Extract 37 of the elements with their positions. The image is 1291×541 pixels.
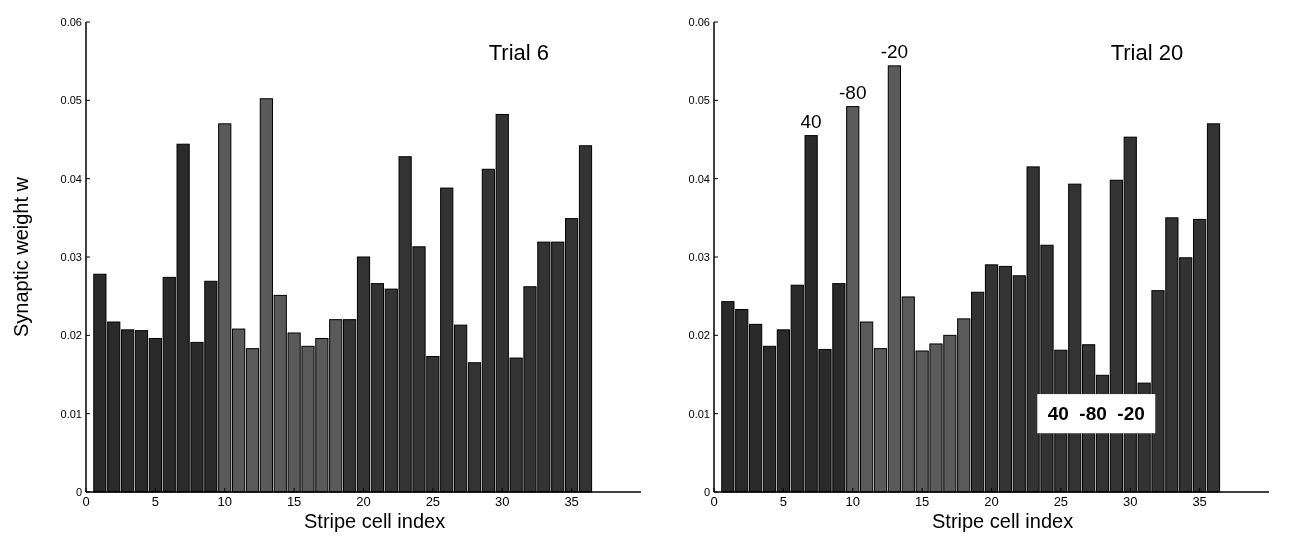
text: Trial 6: [488, 40, 550, 65]
x-tick-label: 5: [779, 494, 787, 509]
y-tick-label: 0.05: [688, 94, 710, 107]
y-tick-label: 0.03: [688, 250, 710, 263]
x-tick-label: 35: [1192, 494, 1207, 509]
y-tick-label: 0.01: [60, 407, 82, 420]
y-tick-label: 0.06: [60, 15, 82, 28]
x-tick-label: 15: [914, 494, 930, 509]
y-tick-label: 0.02: [688, 329, 710, 342]
y-tick-label: 0: [703, 485, 710, 498]
x-tick-label: 25: [1053, 494, 1069, 509]
x-tick-label: 10: [845, 494, 860, 509]
x-axis-title: Stripe cell index: [304, 510, 446, 532]
x-axis-title: Stripe cell index: [932, 510, 1074, 532]
y-tick-label: 0.04: [688, 172, 710, 185]
x-tick-label: 15: [286, 494, 302, 509]
y-tick-label: 0.06: [688, 15, 710, 28]
x-tick-label: 35: [564, 494, 579, 509]
y-tick-label: 0.05: [60, 94, 82, 107]
y-axis-title: Synaptic weight w: [10, 176, 32, 338]
x-tick-label: 10: [217, 494, 232, 509]
x-tick-label: 20: [356, 494, 371, 509]
x-tick-label: 30: [495, 494, 510, 509]
annotation: 40 -80 -20: [1047, 403, 1145, 425]
y-tick-label: 0.02: [60, 329, 82, 342]
x-tick-label: 30: [1123, 494, 1138, 509]
annotation: 40: [800, 110, 822, 132]
y-tick-label: 0.04: [60, 172, 82, 185]
x-tick-label: 25: [425, 494, 441, 509]
annotation: -20: [880, 40, 909, 62]
y-tick-label: 0.01: [688, 407, 710, 420]
annotation: -80: [839, 81, 867, 103]
y-tick-label: 0.03: [60, 250, 82, 263]
y-tick-label: 0: [75, 485, 82, 498]
text: Trial 20: [1110, 40, 1184, 65]
x-tick-label: 20: [984, 494, 999, 509]
x-tick-label: 5: [151, 494, 159, 509]
